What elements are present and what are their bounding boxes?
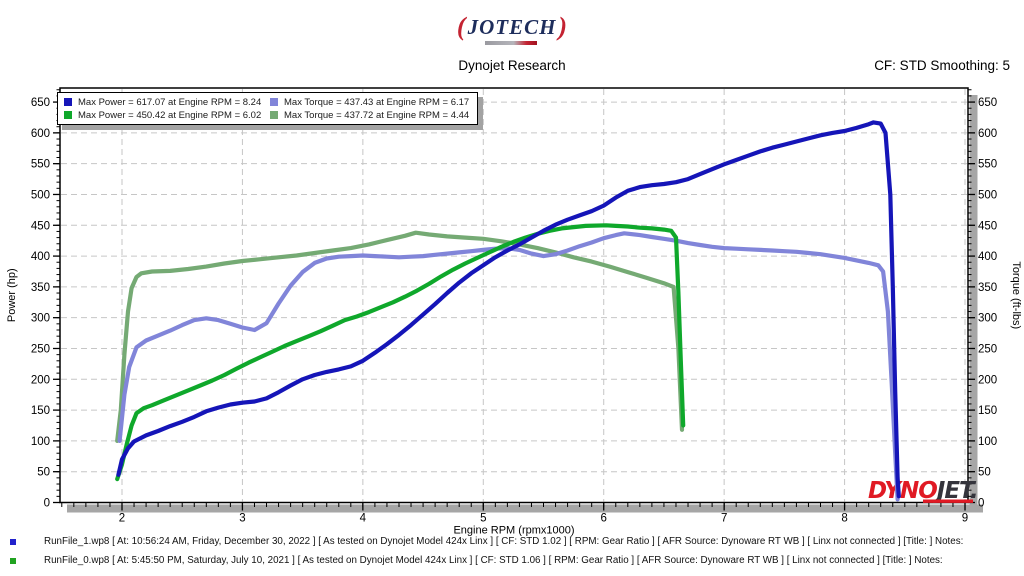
svg-text:550: 550 (31, 159, 50, 171)
svg-text:Torque (ft-lbs): Torque (ft-lbs) (1010, 261, 1022, 329)
svg-text:50: 50 (978, 467, 991, 479)
svg-text:2: 2 (119, 513, 125, 525)
svg-text:100: 100 (31, 436, 50, 448)
svg-text:3: 3 (239, 513, 245, 525)
svg-text:300: 300 (31, 313, 50, 325)
svg-text:Engine RPM (rpmx1000): Engine RPM (rpmx1000) (453, 525, 574, 537)
svg-text:350: 350 (978, 282, 997, 294)
svg-text:400: 400 (31, 251, 50, 263)
legend-label-torque-run2: Max Torque = 437.72 at Engine RPM = 4.44 (284, 109, 470, 121)
legend-item-power-run1: Max Power = 617.07 at Engine RPM = 8.24 (64, 96, 270, 108)
report-title: Dynojet Research (458, 58, 566, 73)
run2-info-text: RunFile_0.wp8 [ At: 5:45:50 PM, Saturday… (44, 555, 943, 566)
svg-text:8: 8 (841, 513, 847, 525)
svg-text:100: 100 (978, 436, 997, 448)
run1-color-marker (10, 538, 16, 545)
jotech-logo: (JOTECH) (0, 12, 1024, 45)
svg-text:9: 9 (962, 513, 968, 525)
run1-info-text: RunFile_1.wp8 [ At: 10:56:24 AM, Friday,… (44, 536, 964, 547)
svg-text:650: 650 (978, 97, 997, 109)
legend-label-power-run1: Max Power = 617.07 at Engine RPM = 8.24 (78, 96, 262, 108)
svg-text:550: 550 (978, 159, 997, 171)
svg-text:6: 6 (601, 513, 607, 525)
legend-item-torque-run2: Max Torque = 437.72 at Engine RPM = 4.44 (270, 109, 469, 121)
legend-swatch-torque-run1 (270, 98, 278, 106)
svg-text:150: 150 (31, 405, 50, 417)
logo-right-bracket-icon: ) (558, 12, 568, 41)
svg-text:450: 450 (31, 220, 50, 232)
svg-text:300: 300 (978, 313, 997, 325)
svg-text:150: 150 (978, 405, 997, 417)
legend-swatch-power-run1 (64, 98, 72, 106)
svg-text:250: 250 (978, 343, 997, 355)
svg-text:500: 500 (31, 189, 50, 201)
svg-text:600: 600 (978, 128, 997, 140)
svg-text:250: 250 (31, 343, 50, 355)
svg-text:5: 5 (480, 513, 486, 525)
legend-item-torque-run1: Max Torque = 437.43 at Engine RPM = 6.17 (270, 96, 469, 108)
svg-text:200: 200 (31, 374, 50, 386)
run2-color-marker (10, 557, 16, 564)
svg-text:450: 450 (978, 220, 997, 232)
svg-text:350: 350 (31, 282, 50, 294)
chart-axes-grid: 0 0 50 50 100 100 150 150 200 200 250 250 300 300 350 3… (6, 87, 1022, 537)
chart-legend: Max Power = 617.07 at Engine RPM = 8.24 … (57, 92, 479, 125)
jotech-logo-inner: (JOTECH) (456, 12, 568, 45)
legend-swatch-torque-run2 (270, 111, 278, 119)
svg-text:600: 600 (31, 128, 50, 140)
run-file-row-2: RunFile_0.wp8 [ At: 5:45:50 PM, Saturday… (10, 551, 1020, 570)
chart-curves (115, 120, 901, 502)
svg-text:200: 200 (978, 374, 997, 386)
logo-tagline-stripe (484, 41, 538, 45)
legend-label-torque-run1: Max Torque = 437.43 at Engine RPM = 6.17 (284, 96, 470, 108)
jotech-logo-text: JOTECH (467, 14, 557, 39)
legend-item-power-run2: Max Power = 450.42 at Engine RPM = 6.02 (64, 109, 270, 121)
svg-text:650: 650 (31, 97, 50, 109)
svg-text:7: 7 (721, 513, 727, 525)
run-file-row-1: RunFile_1.wp8 [ At: 10:56:24 AM, Friday,… (10, 532, 1020, 551)
svg-text:0: 0 (44, 498, 50, 510)
legend-swatch-power-run2 (64, 111, 72, 119)
run-file-info: RunFile_1.wp8 [ At: 10:56:24 AM, Friday,… (10, 532, 1020, 570)
svg-text:4: 4 (360, 513, 367, 525)
svg-text:0: 0 (978, 498, 984, 510)
dynojet-watermark-underline (923, 499, 973, 503)
svg-text:400: 400 (978, 251, 997, 263)
logo-left-bracket-icon: ( (456, 12, 466, 41)
legend-label-power-run2: Max Power = 450.42 at Engine RPM = 6.02 (78, 109, 262, 121)
svg-text:50: 50 (37, 467, 50, 479)
correction-smoothing-label: CF: STD Smoothing: 5 (874, 58, 1010, 73)
svg-text:500: 500 (978, 189, 997, 201)
svg-text:Power (hp): Power (hp) (6, 268, 18, 322)
